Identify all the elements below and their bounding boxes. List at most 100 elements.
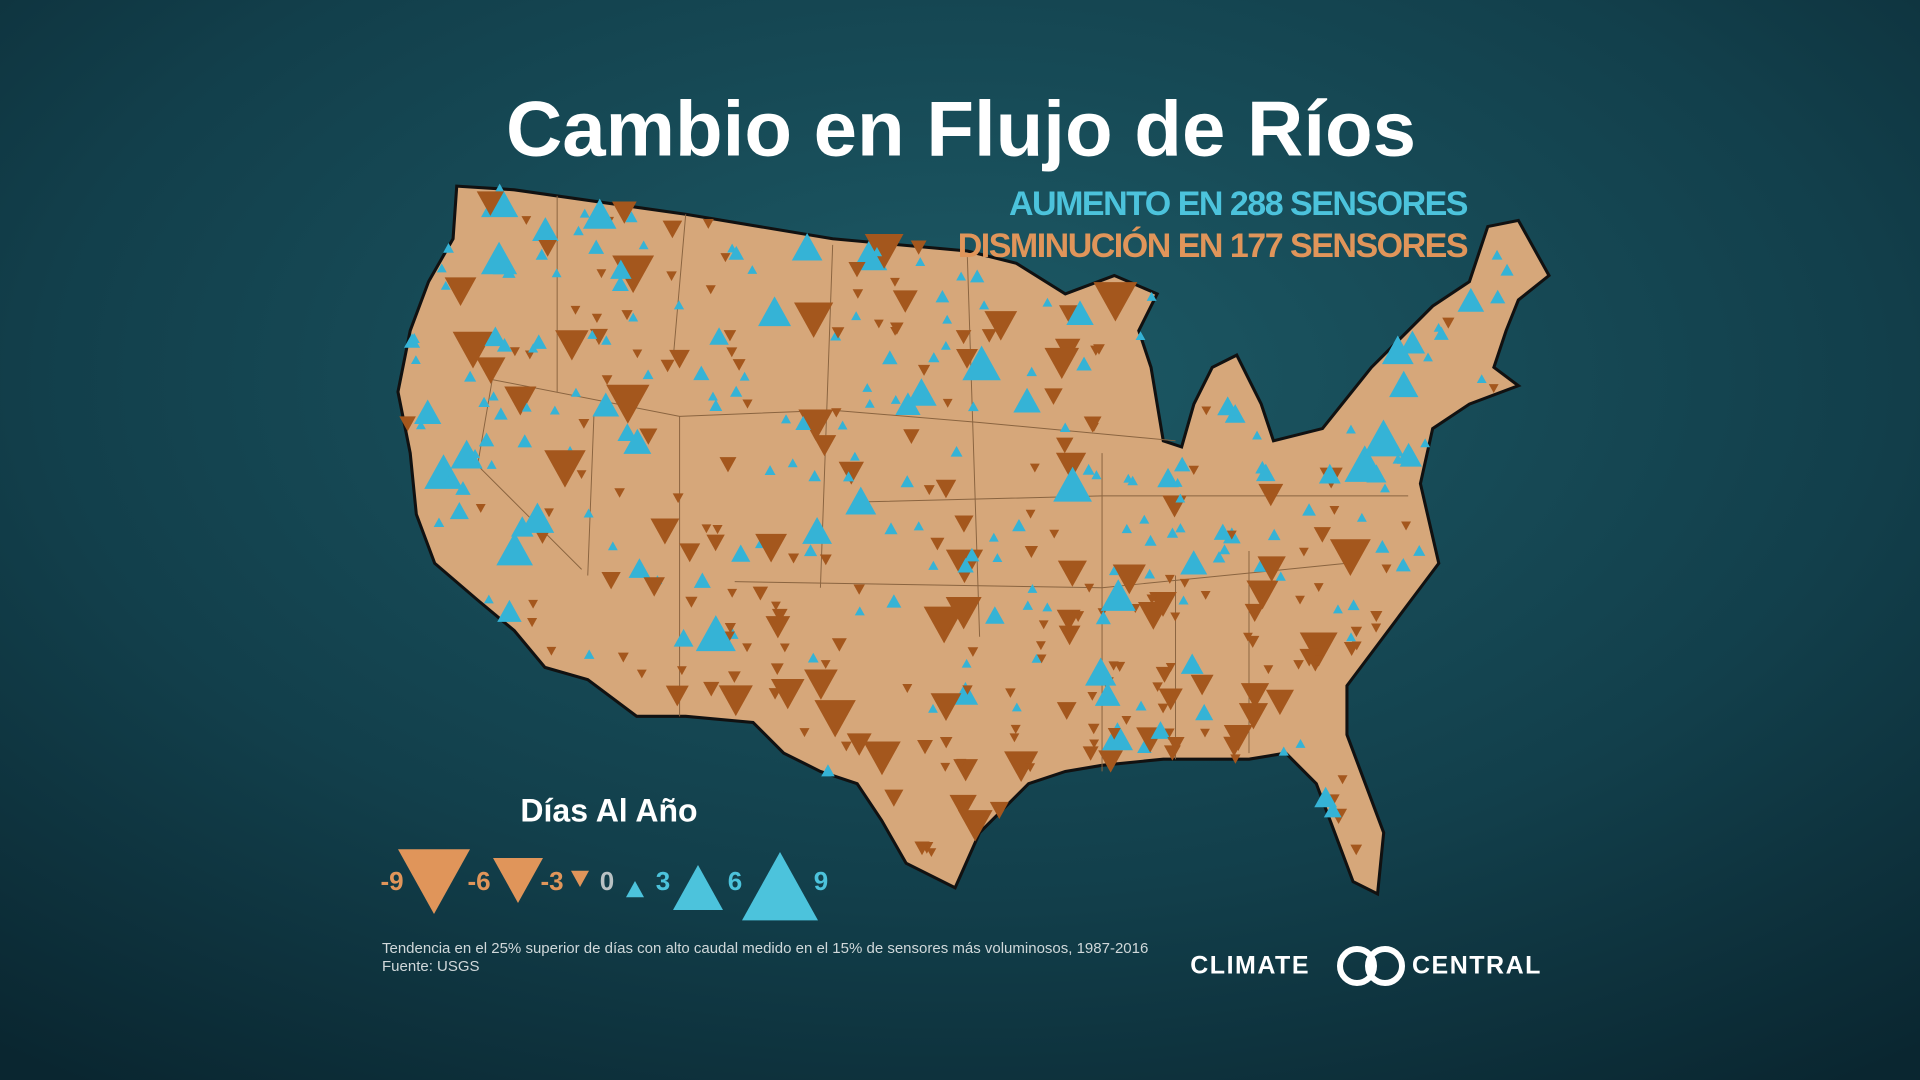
footnote: Tendencia en el 25% superior de días con… <box>382 940 1148 957</box>
gauge-marker <box>1253 560 1267 572</box>
gauge-marker <box>803 544 818 557</box>
gauge-marker <box>1213 523 1232 540</box>
gauge-marker <box>1500 263 1514 276</box>
gauge-marker <box>1121 523 1132 534</box>
gauge-marker <box>819 554 832 566</box>
gauge-marker <box>1158 688 1183 711</box>
gauge-marker <box>955 330 972 345</box>
gauge-marker <box>1423 352 1433 362</box>
gauge-marker <box>752 586 769 601</box>
gauge-marker <box>583 508 594 518</box>
gauge-marker <box>484 326 507 347</box>
gauge-marker <box>588 239 605 254</box>
gauge-marker <box>589 328 608 346</box>
gauge-marker <box>1223 725 1253 752</box>
gauge-marker <box>509 347 520 357</box>
gauge-marker <box>967 647 979 657</box>
gauge-marker <box>1442 317 1455 329</box>
gauge-marker <box>1258 483 1284 507</box>
legend-symbol <box>742 852 818 921</box>
gauge-marker <box>1089 739 1100 749</box>
gauge-marker <box>1011 702 1022 712</box>
gauge-marker <box>837 420 848 430</box>
gauge-marker <box>1380 483 1390 493</box>
gauge-marker <box>1013 387 1041 413</box>
gauge-marker <box>443 475 454 485</box>
logo-ring <box>1365 946 1405 986</box>
gauge-marker <box>1212 551 1226 563</box>
gauge-marker <box>940 340 951 350</box>
gauge-marker <box>1087 691 1098 701</box>
gauge-marker <box>1433 326 1449 340</box>
gauge-marker <box>546 646 557 656</box>
gauge-marker <box>478 432 495 447</box>
gauge-marker <box>1267 528 1281 541</box>
gauge-marker <box>449 502 469 520</box>
gauge-marker <box>1029 463 1040 473</box>
gauge-marker <box>1123 473 1134 483</box>
gauge-marker <box>1180 653 1204 674</box>
gauge-marker <box>436 263 447 273</box>
gauge-marker <box>989 801 1009 819</box>
gauge-marker <box>1038 620 1049 630</box>
gauge-marker <box>910 240 927 255</box>
gauge-marker <box>873 319 884 329</box>
gauge-marker <box>928 703 938 713</box>
gauge-marker <box>1146 291 1157 301</box>
gauge-marker <box>1343 642 1360 657</box>
gauge-marker <box>1094 682 1121 706</box>
gauge-marker <box>1170 612 1181 622</box>
gauge-marker <box>576 470 587 480</box>
gauge-marker <box>1346 424 1356 434</box>
gauge-marker <box>808 469 821 482</box>
gauge-marker <box>476 357 506 384</box>
gauge-marker <box>1240 683 1270 709</box>
gauge-marker <box>727 588 738 598</box>
gauge-marker <box>450 439 483 469</box>
gauge-marker <box>538 240 557 257</box>
gauge-marker <box>583 198 617 229</box>
gauge-marker <box>693 572 711 588</box>
gauge-marker <box>884 789 904 807</box>
gauge-marker <box>632 562 644 573</box>
gauge-marker <box>1144 568 1156 579</box>
gauge-marker <box>988 532 999 542</box>
gauge-marker <box>771 608 788 623</box>
gauge-marker <box>928 352 940 363</box>
legend-symbol <box>673 865 723 910</box>
gauge-marker <box>1164 574 1175 584</box>
gauge-marker <box>660 359 675 373</box>
gauge-marker <box>962 685 973 695</box>
gauge-marker <box>1059 422 1071 432</box>
gauge-marker <box>1200 728 1210 738</box>
gauge-marker <box>1201 406 1212 416</box>
gauge-marker <box>853 584 865 595</box>
gauge-marker <box>444 277 477 306</box>
gauge-marker <box>882 350 898 365</box>
gauge-marker <box>1226 530 1237 540</box>
gauge-marker <box>1042 297 1053 307</box>
gauge-marker <box>1058 625 1081 646</box>
gauge-marker <box>528 599 538 609</box>
gauge-marker <box>942 314 953 324</box>
gauge-marker <box>1035 641 1046 651</box>
gauge-marker <box>779 643 790 653</box>
gauge-marker <box>1005 688 1016 698</box>
gauge-marker <box>843 471 855 482</box>
gauge-marker <box>1167 737 1185 753</box>
gauge-marker <box>849 451 860 461</box>
gauge-marker <box>497 599 522 622</box>
gauge-marker <box>864 234 904 269</box>
gauge-marker <box>695 615 736 652</box>
gauge-marker <box>1190 674 1214 696</box>
gauge-marker <box>1295 739 1306 748</box>
legend-label: -3 <box>540 866 563 896</box>
gauge-marker <box>583 649 595 659</box>
gauge-marker <box>636 669 647 679</box>
gauge-marker <box>1044 347 1080 380</box>
gauge-marker <box>1083 416 1102 433</box>
gauge-marker <box>1370 610 1383 623</box>
legend-label: 9 <box>814 866 828 896</box>
gauge-marker <box>702 219 714 229</box>
gauge-marker <box>970 269 985 283</box>
